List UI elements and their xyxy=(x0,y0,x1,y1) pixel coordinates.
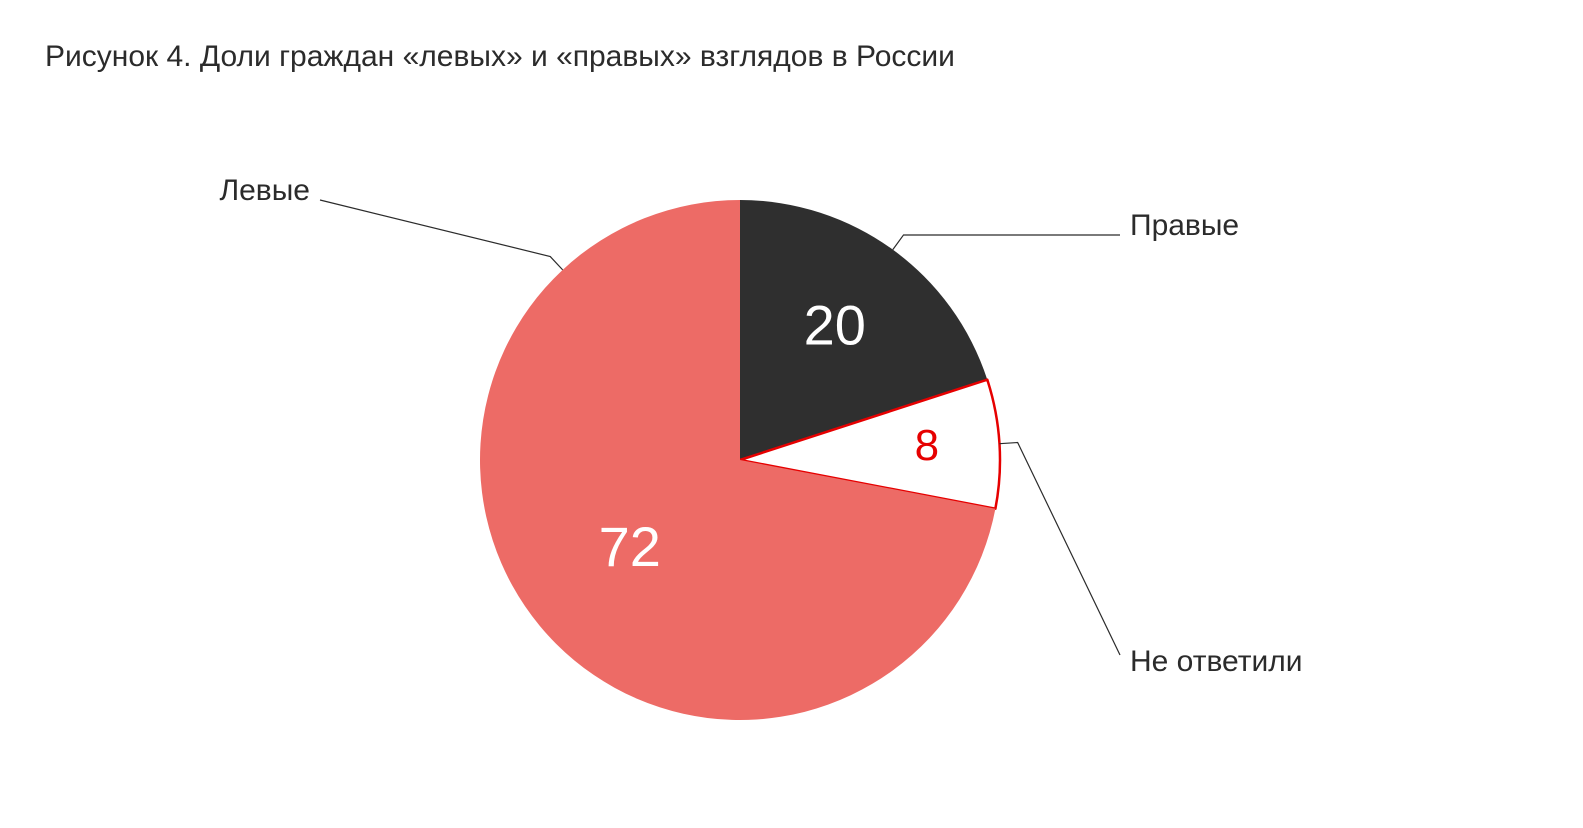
pie-label-levye: Левые xyxy=(219,174,310,207)
pie-value-pravye: 20 xyxy=(804,293,866,356)
pie-value-levye: 72 xyxy=(599,515,661,578)
leader-line-levye xyxy=(320,200,563,270)
pie-label-pravye: Правые xyxy=(1130,209,1239,242)
pie-value-ne-otvetili: 8 xyxy=(915,421,939,470)
pie-chart: 20 8 72 Правые Не ответили Левые xyxy=(0,0,1583,828)
leader-line-ne-otvetili xyxy=(999,443,1120,655)
leader-line-pravye xyxy=(893,235,1120,250)
pie-label-ne-otvetili: Не ответили xyxy=(1130,645,1303,678)
